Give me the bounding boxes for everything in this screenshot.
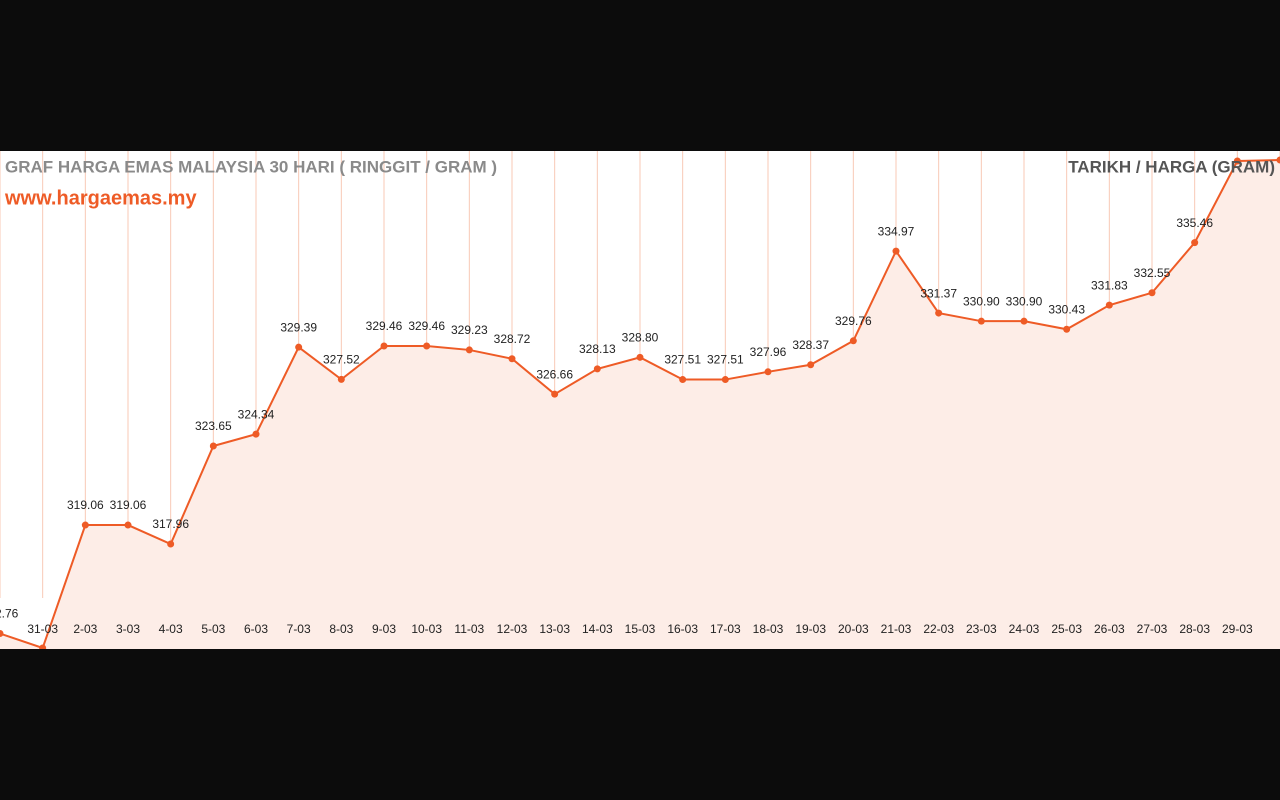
x-tick-label: 12-03 [497,622,528,636]
x-tick-label: 13-03 [539,622,570,636]
x-tick-label: 15-03 [625,622,656,636]
x-tick-label: 7-03 [287,622,311,636]
x-tick-label: 31-03 [27,622,58,636]
x-tick-label: 6-03 [244,622,268,636]
point [551,390,559,398]
point [39,644,47,649]
point [807,361,815,369]
point [721,376,729,384]
point [593,365,601,373]
point [167,540,175,548]
x-tick-label: 2-03 [73,622,97,636]
point [1020,317,1028,325]
point [636,353,644,361]
point [935,309,943,317]
value-label: 326.66 [536,367,573,381]
value-label: 331.83 [1091,278,1128,292]
x-tick-label: 10-03 [411,622,442,636]
x-tick-label: 17-03 [710,622,741,636]
point [1148,289,1156,297]
value-label: 323.65 [195,419,232,433]
value-label: 328.72 [494,332,531,346]
point [764,368,772,376]
point [380,342,388,350]
point [508,355,516,363]
x-tick-label: 8-03 [329,622,353,636]
x-tick-label: 22-03 [923,622,954,636]
value-label: 328.80 [622,331,659,345]
value-label: 331.37 [920,286,957,300]
point [849,337,857,345]
value-label: 312.76 [0,607,19,621]
chart-title: GRAF HARGA EMAS MALAYSIA 30 HARI ( RINGG… [5,157,497,176]
point [252,430,260,438]
value-label: 327.51 [664,353,701,367]
subtitle: www.hargaemas.my [4,187,197,209]
x-tick-label: 29-03 [1222,622,1253,636]
value-label: 329.76 [835,314,872,328]
x-tick-label: 11-03 [454,622,484,636]
x-tick-label: 25-03 [1051,622,1082,636]
value-label: 327.51 [707,353,744,367]
x-tick-label: 21-03 [881,622,912,636]
point [1191,239,1199,247]
point [209,442,217,450]
value-label: 324.34 [238,407,275,421]
point [124,521,132,529]
value-label: 328.13 [579,342,616,356]
x-tick-label: 20-03 [838,622,869,636]
x-tick-label: 24-03 [1009,622,1040,636]
x-tick-label: 18-03 [753,622,784,636]
value-label: 334.97 [878,224,915,238]
value-label: 327.52 [323,353,360,367]
point [977,317,985,325]
point [1233,157,1241,165]
value-label: 330.43 [1048,302,1085,316]
x-tick-label: 5-03 [201,622,225,636]
value-label: 319.06 [67,498,104,512]
value-label: 327.96 [750,345,787,359]
x-tick-label: 14-03 [582,622,613,636]
x-tick-label: 4-03 [159,622,183,636]
value-label: 329.39 [280,320,317,334]
axis-label: TARIKH / HARGA (GRAM) [1068,157,1275,176]
x-tick-label: 16-03 [667,622,698,636]
x-tick-label: 26-03 [1094,622,1125,636]
area [0,160,1280,649]
value-label: 329.46 [408,319,445,333]
value-label: 317.96 [152,517,189,531]
x-tick-label: 9-03 [372,622,396,636]
point [423,342,431,350]
value-label: 330.90 [1006,294,1043,308]
value-label: 328.37 [792,338,829,352]
point [892,247,900,255]
x-tick-label: 23-03 [966,622,997,636]
point [679,376,687,384]
point [295,343,303,351]
value-label: 329.46 [366,319,403,333]
x-tick-label: 28-03 [1179,622,1210,636]
value-label: 330.90 [963,294,1000,308]
point [337,375,345,383]
x-tick-label: 27-03 [1137,622,1168,636]
point [81,521,89,529]
point [1063,325,1071,333]
value-label: 319.06 [110,498,147,512]
point [1105,301,1113,309]
point [1276,156,1280,164]
chart: 312.76 31-03 319.06 2-03 319.06 3-03 317.96 4-0… [0,151,1280,649]
point [465,346,473,354]
value-label: 329.23 [451,323,488,337]
value-label: 335.46 [1176,216,1213,230]
value-label: 332.55 [1134,266,1171,280]
point [0,630,4,638]
x-tick-label: 3-03 [116,622,140,636]
x-tick-label: 19-03 [795,622,826,636]
